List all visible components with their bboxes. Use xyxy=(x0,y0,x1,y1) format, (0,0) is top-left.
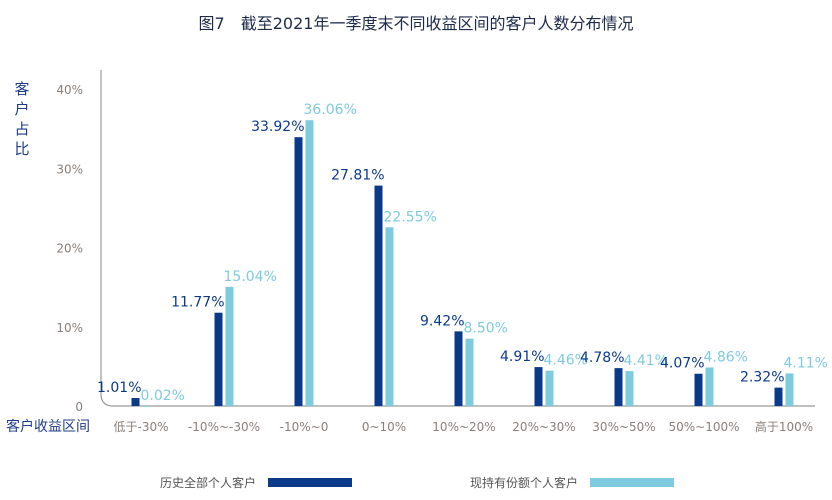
y-tick-label: 0 xyxy=(75,400,83,414)
bar-history xyxy=(294,137,303,406)
legend-label-history: 历史全部个人客户 xyxy=(160,476,257,490)
data-label-current: 4.11% xyxy=(784,355,828,371)
data-label-history: 4.91% xyxy=(500,349,544,365)
x-tick-label: 20%~30% xyxy=(512,420,575,434)
bar-history xyxy=(614,368,623,406)
y-axis-label: 客户占比 xyxy=(14,80,30,158)
bar-current xyxy=(545,370,554,406)
data-label-history: 4.78% xyxy=(580,350,624,366)
bar-history xyxy=(454,331,463,406)
data-label-history: 27.81% xyxy=(331,168,384,184)
bar-history xyxy=(131,397,140,406)
data-label-history: 11.77% xyxy=(171,295,224,311)
data-label-current: 0.02% xyxy=(141,388,185,404)
x-tick-label: 低于-30% xyxy=(113,420,168,434)
data-label-current: 15.04% xyxy=(224,269,277,285)
bar-history xyxy=(374,185,383,406)
data-label-history: 2.32% xyxy=(740,370,784,386)
legend-label-current: 现持有份额个人客户 xyxy=(470,476,579,490)
data-label-current: 8.50% xyxy=(464,321,508,337)
x-tick-label: 高于100% xyxy=(755,419,813,434)
bar-current xyxy=(465,338,474,406)
y-tick-label: 40% xyxy=(56,83,83,97)
bar-current xyxy=(225,286,234,406)
x-axis-label: 客户收益区间 xyxy=(6,418,90,435)
bar-current xyxy=(785,373,794,406)
bar-history xyxy=(534,367,543,406)
y-tick-label: 30% xyxy=(56,162,83,176)
bar-current xyxy=(705,367,714,406)
x-tick-label: 0~10% xyxy=(362,420,406,434)
data-label-current: 4.86% xyxy=(704,349,748,365)
chart-title: 图7 截至2021年一季度末不同收益区间的客户人数分布情况 xyxy=(198,14,634,33)
x-tick-label: 50%~100% xyxy=(668,420,739,434)
legend-item-history: 历史全部个人客户 xyxy=(160,474,353,491)
data-label-history: 4.07% xyxy=(660,356,704,372)
legend-swatch-history xyxy=(268,478,353,487)
bar-history xyxy=(214,312,223,406)
bar-current xyxy=(625,371,634,406)
x-tick-label: 10%~20% xyxy=(432,420,495,434)
legend-swatch-current xyxy=(590,478,675,487)
data-label-history: 33.92% xyxy=(251,119,304,135)
data-label-history: 9.42% xyxy=(420,313,464,329)
data-label-current: 22.55% xyxy=(384,209,437,225)
data-label-current: 36.06% xyxy=(304,102,357,118)
bar-current xyxy=(142,405,151,407)
x-tick-label: -10%~0 xyxy=(280,420,329,434)
legend-item-current: 现持有份额个人客户 xyxy=(470,474,675,491)
y-tick-label: 10% xyxy=(56,321,83,335)
data-label-current: 4.41% xyxy=(624,353,668,369)
bar-current xyxy=(385,227,394,406)
bar-current xyxy=(305,120,314,407)
y-tick-label: 20% xyxy=(56,242,83,256)
bar-history xyxy=(694,373,703,406)
bar-history xyxy=(774,387,783,406)
data-label-history: 1.01% xyxy=(97,380,141,396)
data-label-current: 4.46% xyxy=(544,353,588,369)
x-tick-label: -10%~-30% xyxy=(188,420,260,434)
bar-chart: 0 10% 20% 30% 40% 客户收益区间 低于-30% 1.01% 0.02% -10%~… xyxy=(6,70,828,435)
axis-lines xyxy=(100,70,815,407)
x-tick-label: 30%~50% xyxy=(592,420,655,434)
